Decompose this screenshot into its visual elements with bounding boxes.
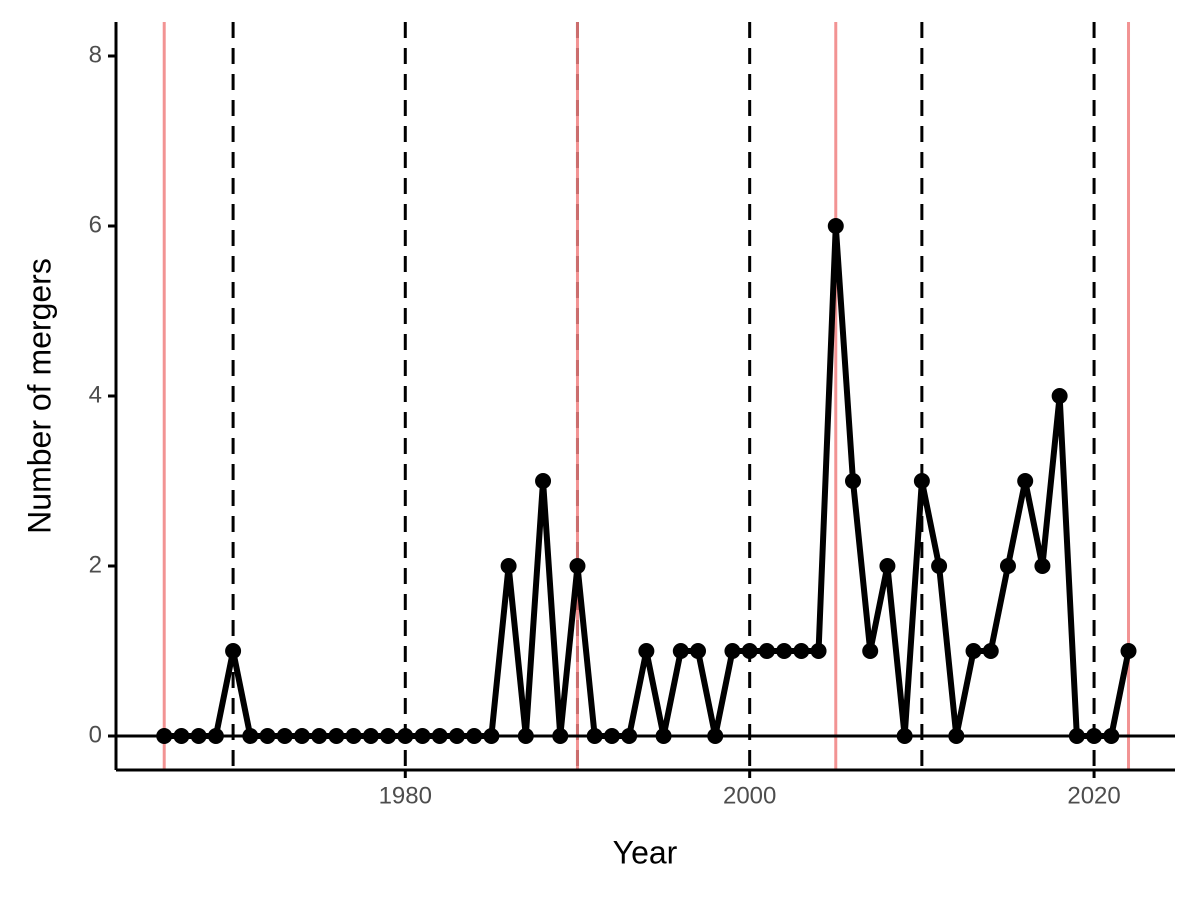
data-point (1051, 388, 1068, 404)
data-point (190, 728, 207, 744)
data-point (225, 643, 242, 659)
y-tick-label: 8 (89, 41, 102, 68)
data-point (896, 728, 913, 744)
y-axis-title: Number of mergers (21, 258, 57, 534)
data-point (397, 728, 414, 744)
data-point (879, 558, 896, 574)
y-tick-label: 6 (89, 211, 102, 238)
data-point (724, 643, 741, 659)
data-point (448, 728, 465, 744)
data-point (603, 728, 620, 744)
data-point (500, 558, 517, 574)
data-point (362, 728, 379, 744)
data-point (690, 643, 707, 659)
data-point (380, 728, 397, 744)
data-point (259, 728, 276, 744)
data-point (965, 643, 982, 659)
series-line (164, 223, 1132, 739)
y-tick-label: 2 (89, 551, 102, 578)
data-point (414, 728, 431, 744)
data-point (707, 728, 724, 744)
data-point (810, 643, 827, 659)
data-point (931, 558, 948, 574)
x-tick-label: 2020 (1067, 782, 1120, 809)
data-point (345, 728, 362, 744)
data-point (311, 728, 328, 744)
data-point (1103, 728, 1120, 744)
data-point (156, 728, 173, 744)
data-point (621, 728, 638, 744)
x-tick-label: 1980 (379, 782, 432, 809)
data-point (672, 643, 689, 659)
data-point (535, 473, 552, 489)
data-point (173, 728, 190, 744)
data-point (207, 728, 224, 744)
data-point (552, 728, 569, 744)
data-point (466, 728, 483, 744)
y-tick-label: 0 (89, 721, 102, 748)
data-point (517, 728, 534, 744)
data-point (569, 558, 586, 574)
data-point (431, 728, 448, 744)
data-point (655, 728, 672, 744)
data-point (1068, 728, 1085, 744)
data-point (913, 473, 930, 489)
data-point (276, 728, 293, 744)
data-point (827, 218, 844, 234)
data-point (776, 643, 793, 659)
x-axis-title: Year (613, 834, 678, 870)
y-tick-label: 4 (89, 381, 102, 408)
data-point (242, 728, 259, 744)
data-point (483, 728, 500, 744)
data-point (1086, 728, 1103, 744)
data-point (948, 728, 965, 744)
x-tick-label: 2000 (723, 782, 776, 809)
data-point (1034, 558, 1051, 574)
data-point (638, 643, 655, 659)
data-point (1017, 473, 1034, 489)
data-point (1120, 643, 1137, 659)
data-point (844, 473, 861, 489)
data-point (793, 643, 810, 659)
data-point (862, 643, 879, 659)
data-point (758, 643, 775, 659)
data-point (741, 643, 758, 659)
data-point (982, 643, 999, 659)
data-point (293, 728, 310, 744)
data-point (586, 728, 603, 744)
data-point (999, 558, 1016, 574)
data-point (328, 728, 345, 744)
